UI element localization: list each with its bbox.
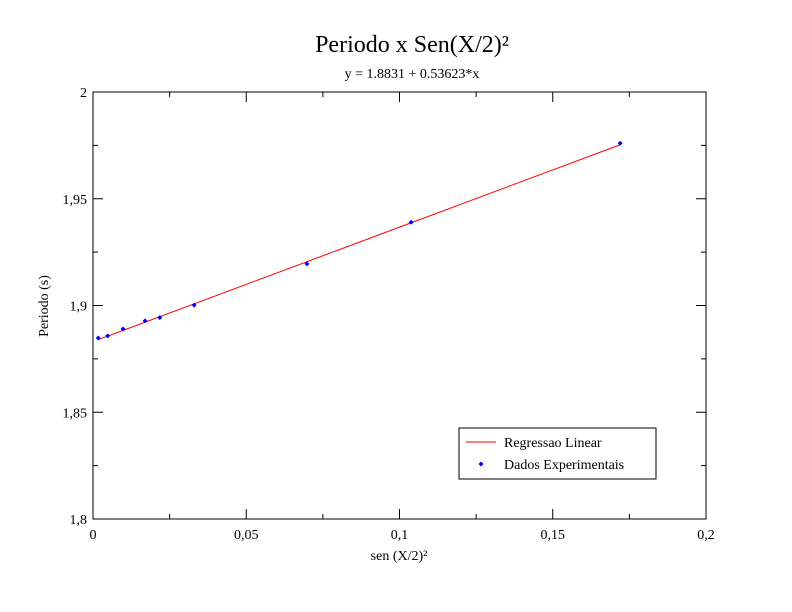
y-tick-label: 1,85 [63,406,88,421]
data-point [142,318,148,324]
data-point [617,140,623,146]
x-axis-label: sen (X/2)² [371,549,428,564]
axes: 0 0,05 0,1 0,15 0,2 1,8 1,85 1,9 1,95 2 [63,86,715,543]
data-point [408,219,414,225]
legend-label-regression: Regressao Linear [504,436,602,451]
legend-swatch-data [478,461,484,467]
x-tick-label: 0,2 [697,528,715,543]
x-tick-label: 0,15 [541,528,566,543]
y-tick-label: 1,95 [63,193,88,208]
data-point [157,315,163,321]
y-tick-label: 1,8 [70,513,88,528]
regression-line [98,144,621,341]
plot-area [95,140,623,341]
legend-label-data: Dados Experimentais [504,458,624,473]
chart-title: Periodo x Sen(X/2)² [315,32,509,58]
data-point [105,333,111,339]
y-tick-label: 2 [80,86,87,101]
data-point [95,335,101,341]
data-point [120,326,126,332]
legend-box [458,427,657,480]
chart-subtitle: y = 1.8831 + 0.53623*x [345,67,480,82]
y-axis-label: Periodo (s) [37,275,52,337]
data-point [304,261,310,267]
x-tick-label: 0,1 [391,528,409,543]
y-tick-label: 1,9 [70,300,88,315]
legend: Regressao Linear Dados Experimentais [458,427,657,480]
x-tick-label: 0 [90,528,97,543]
x-tick-label: 0,05 [234,528,259,543]
data-point [191,302,197,308]
